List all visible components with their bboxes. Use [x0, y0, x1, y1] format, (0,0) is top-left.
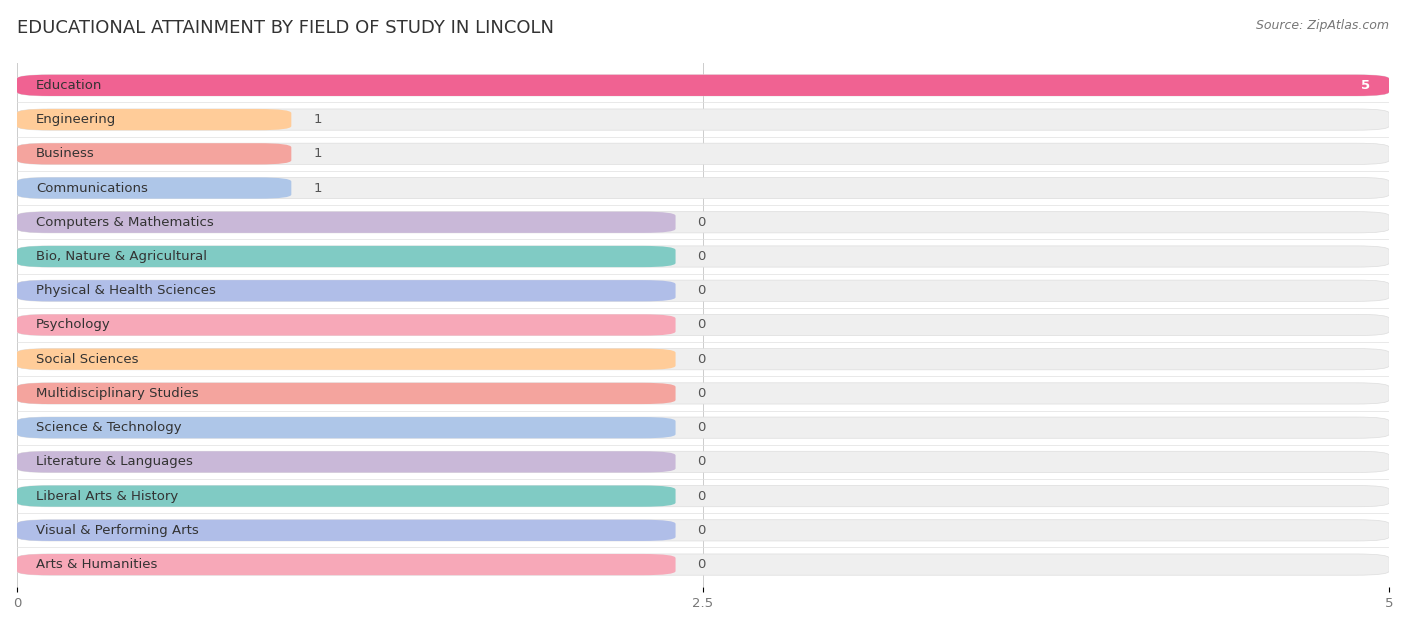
Text: Literature & Languages: Literature & Languages: [37, 456, 193, 468]
Text: Arts & Humanities: Arts & Humanities: [37, 558, 157, 571]
Text: 0: 0: [697, 421, 706, 434]
FancyBboxPatch shape: [17, 348, 1389, 370]
Text: 0: 0: [697, 524, 706, 537]
FancyBboxPatch shape: [17, 451, 675, 473]
FancyBboxPatch shape: [17, 177, 1389, 199]
FancyBboxPatch shape: [17, 451, 1389, 473]
Text: Communications: Communications: [37, 182, 148, 194]
FancyBboxPatch shape: [17, 109, 1389, 130]
Text: Science & Technology: Science & Technology: [37, 421, 181, 434]
FancyBboxPatch shape: [17, 348, 675, 370]
FancyBboxPatch shape: [17, 554, 1389, 575]
FancyBboxPatch shape: [17, 314, 1389, 336]
Text: 0: 0: [697, 216, 706, 229]
FancyBboxPatch shape: [17, 143, 291, 165]
Text: 0: 0: [697, 456, 706, 468]
FancyBboxPatch shape: [17, 109, 291, 130]
FancyBboxPatch shape: [17, 520, 675, 541]
FancyBboxPatch shape: [17, 417, 1389, 439]
FancyBboxPatch shape: [17, 383, 675, 404]
Text: 0: 0: [697, 284, 706, 297]
FancyBboxPatch shape: [17, 280, 675, 302]
FancyBboxPatch shape: [17, 485, 1389, 507]
Text: 1: 1: [314, 182, 322, 194]
Text: 0: 0: [697, 387, 706, 400]
Text: 1: 1: [314, 113, 322, 126]
Text: Education: Education: [37, 79, 103, 92]
Text: 1: 1: [314, 147, 322, 160]
Text: 0: 0: [697, 558, 706, 571]
Text: Psychology: Psychology: [37, 319, 111, 331]
FancyBboxPatch shape: [17, 143, 1389, 165]
Text: Source: ZipAtlas.com: Source: ZipAtlas.com: [1256, 19, 1389, 32]
Text: Physical & Health Sciences: Physical & Health Sciences: [37, 284, 217, 297]
FancyBboxPatch shape: [17, 246, 675, 267]
Text: 0: 0: [697, 490, 706, 503]
Text: Computers & Mathematics: Computers & Mathematics: [37, 216, 214, 229]
Text: Visual & Performing Arts: Visual & Performing Arts: [37, 524, 198, 537]
Text: Business: Business: [37, 147, 94, 160]
Text: Multidisciplinary Studies: Multidisciplinary Studies: [37, 387, 198, 400]
FancyBboxPatch shape: [17, 383, 1389, 404]
Text: 0: 0: [697, 250, 706, 263]
FancyBboxPatch shape: [17, 280, 1389, 302]
FancyBboxPatch shape: [17, 211, 1389, 233]
Text: 5: 5: [1361, 79, 1369, 92]
Text: Liberal Arts & History: Liberal Arts & History: [37, 490, 179, 503]
FancyBboxPatch shape: [17, 314, 675, 336]
FancyBboxPatch shape: [17, 520, 1389, 541]
FancyBboxPatch shape: [17, 211, 675, 233]
FancyBboxPatch shape: [17, 417, 675, 439]
Text: 0: 0: [697, 353, 706, 366]
FancyBboxPatch shape: [17, 485, 675, 507]
Text: 0: 0: [697, 319, 706, 331]
FancyBboxPatch shape: [17, 74, 1389, 96]
FancyBboxPatch shape: [17, 554, 675, 575]
FancyBboxPatch shape: [17, 246, 1389, 267]
Text: Social Sciences: Social Sciences: [37, 353, 139, 366]
Text: Engineering: Engineering: [37, 113, 117, 126]
Text: Bio, Nature & Agricultural: Bio, Nature & Agricultural: [37, 250, 207, 263]
FancyBboxPatch shape: [17, 74, 1389, 96]
FancyBboxPatch shape: [17, 177, 291, 199]
Text: EDUCATIONAL ATTAINMENT BY FIELD OF STUDY IN LINCOLN: EDUCATIONAL ATTAINMENT BY FIELD OF STUDY…: [17, 19, 554, 37]
